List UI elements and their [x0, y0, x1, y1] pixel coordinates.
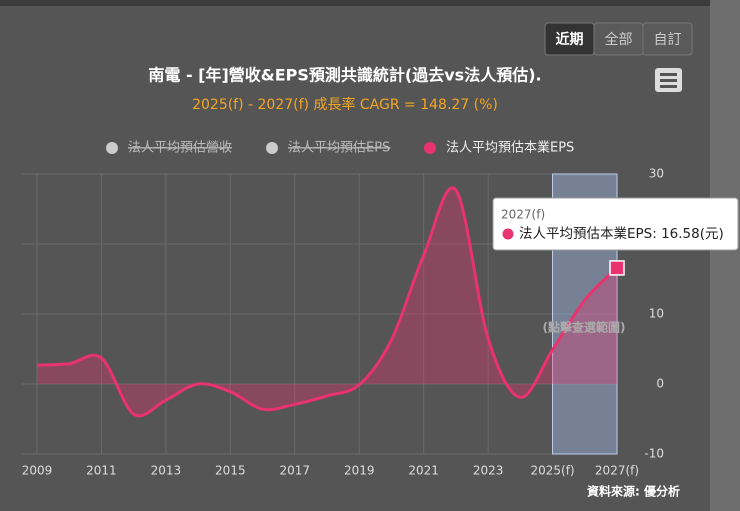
legend-label[interactable]: 法人平均預估本業EPS	[446, 140, 574, 156]
scrollbar	[710, 0, 740, 511]
x-tick-label: 2027(f)	[595, 464, 639, 478]
x-tick-label: 2015	[215, 464, 246, 478]
y-tick-label: 0	[656, 377, 664, 391]
x-tick-label: 2023	[473, 464, 504, 478]
legend-label[interactable]: 法人平均預估營收	[128, 141, 232, 156]
y-tick-label: 10	[649, 307, 664, 321]
y-tick-label: -10	[644, 447, 664, 461]
menu-icon[interactable]	[655, 68, 682, 92]
range-button-label[interactable]: 近期	[556, 31, 584, 48]
x-tick-label: 2017	[280, 464, 311, 478]
tooltip-marker	[502, 228, 514, 240]
tooltip-title: 2027(f)	[501, 208, 545, 222]
x-tick-label: 2019	[344, 464, 375, 478]
x-tick-label: 2011	[86, 464, 117, 478]
hover-marker	[609, 260, 625, 276]
chart-subtitle: 2025(f) - 2027(f) 成長率 CAGR = 148.27 (%)	[192, 96, 498, 113]
source: 資料來源: 優分析	[587, 484, 680, 499]
y-tick-label: 30	[649, 167, 664, 181]
area-fill	[37, 187, 617, 416]
top-strip	[0, 0, 740, 6]
legend-marker[interactable]	[424, 142, 436, 154]
series-line	[36, 186, 619, 418]
x-tick-label: 2025(f)	[530, 464, 574, 478]
tooltip-box	[492, 197, 739, 251]
chart-title: 南電 - [年]營收&EPS預測共識統計(過去vs法人預估).	[148, 66, 541, 85]
x-tick-label: 2009	[22, 464, 53, 478]
x-tick-label: 2021	[408, 464, 439, 478]
x-tick-label: 2013	[151, 464, 182, 478]
tooltip-text: 法人平均預估本業EPS: 16.58(元)	[519, 226, 724, 242]
legend-marker[interactable]	[106, 142, 118, 154]
legend-marker[interactable]	[266, 142, 278, 154]
range-button-label[interactable]: 自訂	[654, 32, 682, 48]
annotation: (點擊查選範圍)	[543, 320, 626, 335]
range-button[interactable]	[642, 22, 693, 56]
legend-label[interactable]: 法人平均預估EPS	[288, 141, 390, 156]
range-button-label[interactable]: 全部	[605, 31, 633, 48]
